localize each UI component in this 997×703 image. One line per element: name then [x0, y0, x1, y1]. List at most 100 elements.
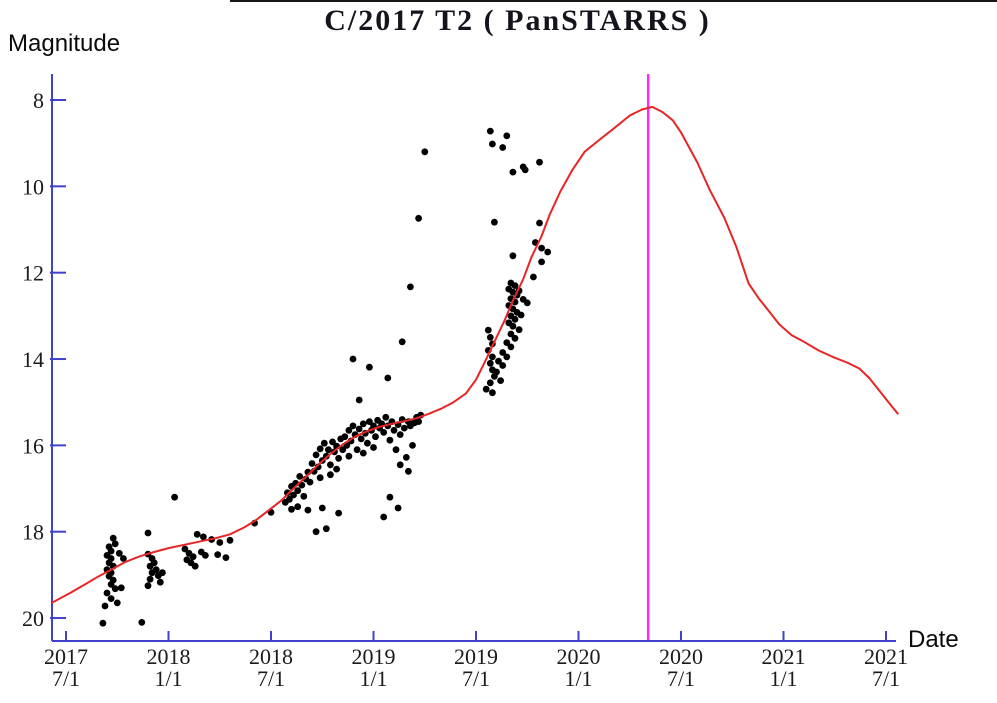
observation-point	[507, 343, 515, 351]
observation-point	[339, 446, 347, 454]
observation-point	[103, 589, 111, 597]
y-tick-label: 18	[22, 520, 44, 545]
observation-point	[316, 474, 324, 482]
top-border-line	[230, 0, 997, 2]
observation-point	[364, 439, 371, 447]
observation-point	[159, 569, 166, 577]
observation-point	[294, 487, 302, 495]
observation-point	[517, 311, 525, 319]
observation-point	[333, 465, 340, 473]
observation-point	[396, 461, 404, 469]
observation-point	[290, 491, 297, 499]
observation-point	[538, 244, 545, 252]
observation-point	[111, 540, 119, 548]
observation-point	[484, 326, 492, 334]
observation-point	[335, 454, 342, 462]
observation-point	[144, 529, 152, 537]
observation-point	[499, 349, 507, 356]
observation-point	[181, 545, 189, 553]
observation-point	[222, 554, 230, 561]
observation-point	[366, 418, 373, 425]
observation-point	[359, 420, 367, 428]
observation-point	[486, 334, 494, 341]
observation-point	[327, 471, 334, 479]
observation-point	[499, 362, 507, 369]
observation-point	[538, 258, 545, 266]
observation-point	[489, 389, 496, 397]
x-tick-label: 2018 7/1	[249, 644, 293, 691]
observation-point	[226, 536, 234, 544]
observation-point	[509, 168, 517, 176]
x-tick-label: 2021 1/1	[762, 644, 806, 691]
observation-point	[386, 436, 394, 444]
observation-point	[396, 431, 404, 438]
observation-point	[144, 582, 152, 590]
observation-point	[312, 528, 320, 536]
observation-point	[214, 551, 222, 558]
observation-point	[421, 148, 429, 156]
observation-point	[489, 353, 496, 361]
observation-point	[355, 396, 363, 404]
observation-point	[318, 504, 326, 512]
observation-point	[402, 454, 410, 461]
observation-point	[509, 252, 517, 260]
observation-point	[202, 552, 209, 559]
observation-point	[148, 569, 156, 577]
observation-point	[509, 322, 517, 330]
observation-point	[386, 493, 394, 501]
observation-point	[384, 374, 392, 382]
observation-point	[366, 363, 373, 371]
observation-point	[101, 602, 109, 610]
observation-point	[355, 425, 363, 433]
observation-point	[308, 460, 316, 467]
observation-point	[288, 505, 295, 513]
observation-point	[503, 353, 511, 361]
observation-point	[300, 492, 308, 500]
observation-point	[398, 338, 406, 346]
observation-point	[353, 446, 361, 454]
x-tick-label: 2018 1/1	[147, 644, 191, 691]
observation-point	[415, 214, 422, 222]
y-tick-label: 20	[22, 606, 44, 631]
observation-point	[497, 377, 504, 384]
observation-point	[523, 299, 531, 307]
observation-point	[284, 489, 291, 497]
x-tick-label: 2021 7/1	[864, 644, 908, 691]
observation-point	[380, 513, 388, 521]
observation-point	[503, 132, 511, 140]
observation-point	[400, 424, 408, 432]
observation-point	[349, 422, 357, 430]
observation-point	[306, 478, 314, 486]
observation-point	[415, 418, 422, 425]
observation-point	[200, 533, 207, 541]
observation-point	[380, 429, 388, 436]
observation-point	[486, 359, 494, 367]
observation-point	[503, 339, 511, 346]
observation-point	[372, 433, 379, 441]
observation-point	[507, 330, 515, 338]
x-tick-label: 2020 7/1	[659, 644, 703, 691]
observation-point	[327, 461, 334, 469]
observation-point	[117, 584, 125, 592]
observation-point	[511, 315, 519, 323]
y-tick-label: 10	[22, 174, 44, 199]
observation-point	[316, 445, 324, 453]
observation-point	[536, 158, 543, 166]
y-tick-label: 14	[22, 347, 44, 372]
observation-point	[335, 509, 342, 517]
observation-point	[156, 578, 164, 586]
observation-point	[349, 355, 357, 363]
observation-point	[359, 449, 367, 457]
observation-point	[357, 435, 365, 443]
observation-point	[294, 503, 302, 511]
y-tick-label: 8	[33, 88, 44, 113]
observation-point	[382, 413, 390, 421]
observation-point	[486, 127, 494, 135]
observation-point	[491, 218, 498, 226]
observation-point	[111, 585, 119, 593]
observation-point	[191, 562, 199, 570]
observation-point	[171, 493, 179, 501]
observation-point	[530, 273, 537, 281]
date-axis-label: Date	[908, 626, 959, 653]
